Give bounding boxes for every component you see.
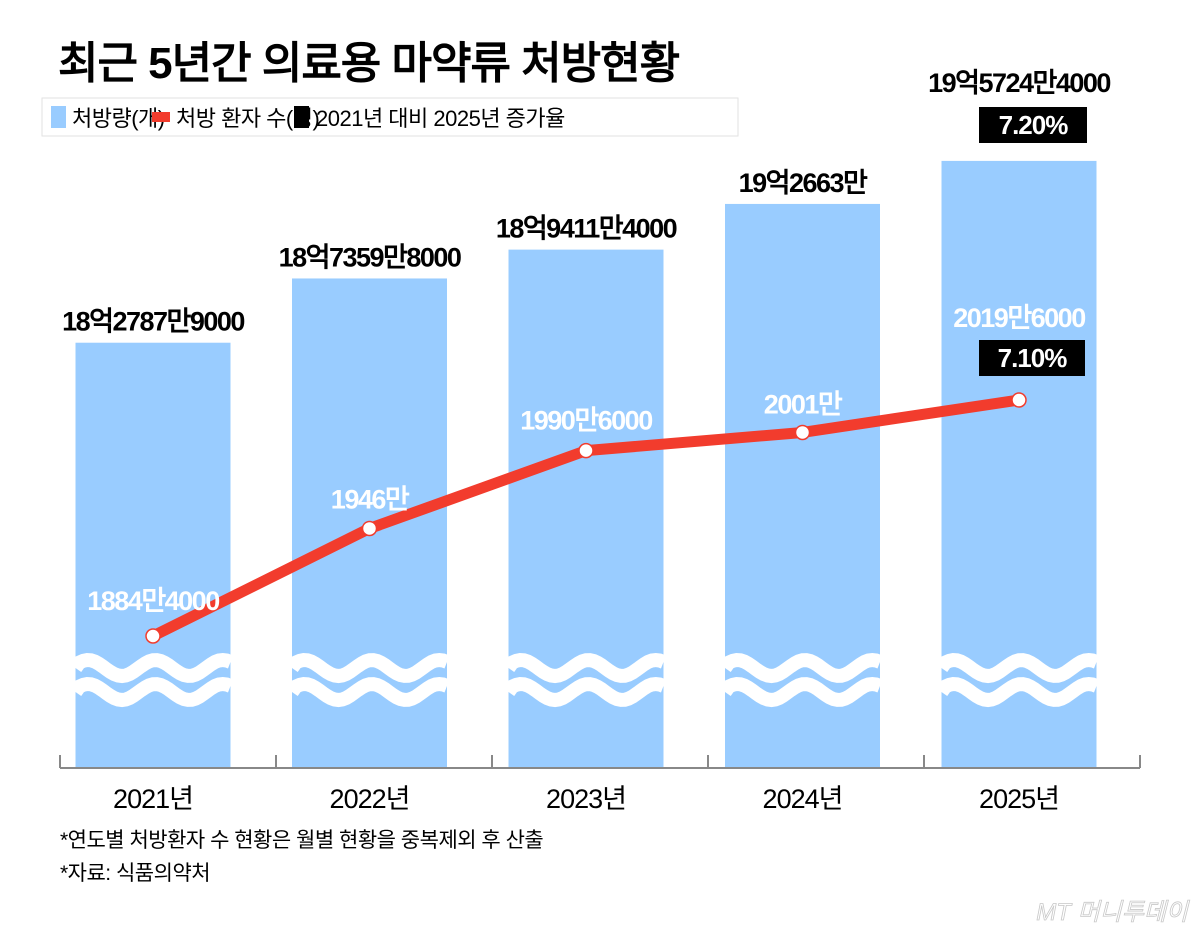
bar-value-label: 18억9411만4000 (496, 214, 677, 244)
patients-point (1011, 392, 1027, 408)
growth-badge-volume-text: 7.20% (999, 110, 1069, 140)
legend: 처방량(개) 처방 환자 수(명) 2021년 대비 2025년 증가율 (41, 97, 739, 137)
footnote-source: *자료: 식품의약처 (60, 862, 210, 885)
axis-break-wave (502, 652, 667, 684)
patients-point (361, 520, 378, 537)
growth-badge-patients-text: 7.10% (998, 343, 1068, 373)
axis-break-wave (719, 652, 883, 684)
x-tick-label: 2024년 (763, 784, 843, 814)
x-axis: 2021년 2022년 2023년 2024년 2025년 (59, 755, 1141, 814)
axis-break-wave (69, 652, 234, 684)
growth-badge-volume: 7.20% (979, 107, 1087, 143)
patients-point (578, 442, 594, 459)
x-tick-label: 2023년 (546, 784, 626, 814)
growth-badge-patients: 7.10% (979, 340, 1085, 376)
bar-value-label: 19억5724만4000 (928, 68, 1110, 98)
chart-title: 최근 5년간 의료용 마약류 처방현황 (58, 39, 680, 88)
bar-value-label: 19억2663만 (739, 168, 868, 198)
axis-break-wave (935, 676, 1100, 708)
legend-swatch-patients (152, 112, 170, 122)
legend-label-volume: 처방량(개) (72, 106, 165, 131)
bars-group: 18억2787만9000 18억7359만8000 18억9411만4000 19억2… (62, 68, 1112, 769)
patients-value-label: 1990만6000 (520, 406, 652, 436)
watermark-logo: MT 머니투데이 (1036, 899, 1190, 926)
axis-break-wave (502, 676, 667, 708)
bar-value-label: 18억2787만9000 (62, 307, 244, 337)
legend-swatch-volume (51, 106, 66, 128)
axis-break-wave (69, 676, 234, 708)
bar-2021년 (75, 342, 231, 768)
axis-break-wave (719, 676, 883, 708)
growth-badge-volume-box (979, 107, 1087, 143)
patients-value-label: 1884만4000 (87, 586, 219, 616)
patients-point (794, 424, 811, 441)
patients-point (145, 628, 161, 644)
axis-break-wave (935, 652, 1100, 684)
legend-label-growth: 2021년 대비 2025년 증가율 (316, 106, 565, 131)
axis-break-wave (286, 652, 450, 684)
axis-break-wave (286, 676, 450, 708)
growth-badge-patients-box (979, 340, 1085, 376)
x-tick-label: 2025년 (979, 784, 1059, 814)
patients-line-group: 1884만4000 1946만 1990만6000 2001만 2019만6000 (87, 303, 1087, 644)
patients-value-label: 2001만 (764, 389, 843, 419)
footnote-method: *연도별 처방환자 수 현황은 월별 현황을 중복제외 후 산출 (60, 829, 543, 852)
legend-swatch-growth (294, 106, 309, 128)
x-tick-label: 2021년 (113, 784, 193, 814)
bar-2025년 (941, 160, 1097, 768)
bar-value-label: 18억7359만8000 (279, 242, 461, 272)
patients-value-label: 1946만 (331, 484, 410, 514)
x-tick-label: 2022년 (330, 784, 410, 814)
patients-value-label: 2019만6000 (953, 303, 1085, 333)
